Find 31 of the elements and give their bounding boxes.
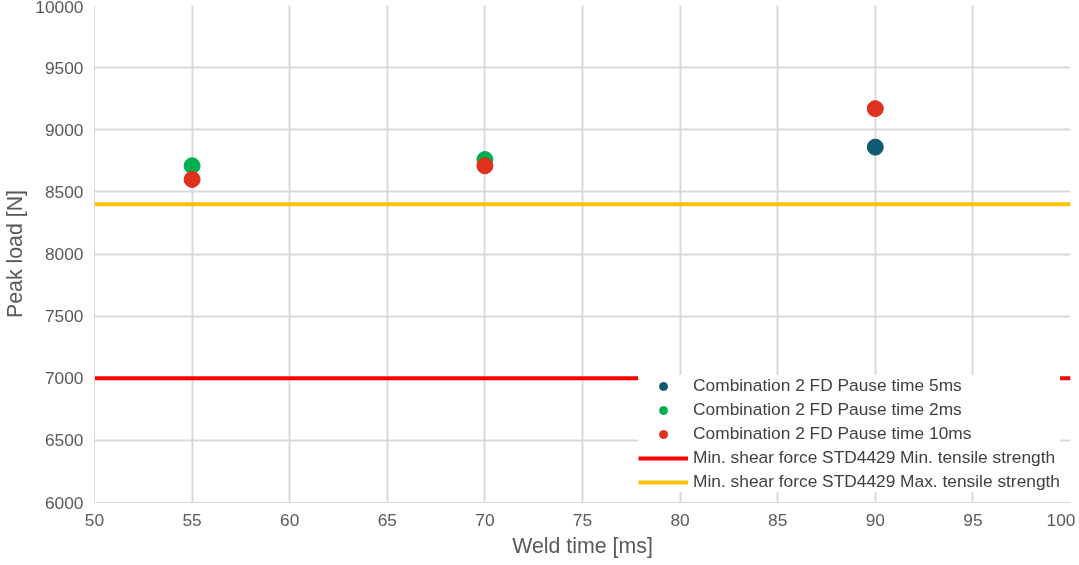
point [866, 100, 884, 118]
legend-label: Combination 2 FD Pause time 10ms [693, 423, 972, 444]
x-tick-label: 80 [670, 509, 690, 530]
y-tick-label: 6000 [44, 492, 84, 513]
x-tick-label: 60 [280, 509, 300, 530]
x-tick-label: 50 [84, 509, 105, 530]
legend-label: Min. shear force STD4429 Max. tensile strength [693, 471, 1060, 492]
y-axis-title: Peak load [N] [3, 189, 28, 319]
legend-label: Min. shear force STD4429 Min. tensile strength [693, 447, 1056, 468]
point [476, 157, 494, 175]
y-tick-label: 8500 [44, 181, 84, 202]
y-tick-label: 8000 [44, 244, 84, 264]
x-axis-title: Weld time [ms] [512, 533, 653, 558]
y-tick-label: 10000 [35, 0, 84, 17]
point [183, 170, 201, 188]
x-tick-label: 90 [865, 509, 885, 530]
x-tick-label: 55 [182, 509, 202, 530]
y-tick-label: 7500 [44, 306, 84, 327]
x-tick-label: 70 [475, 509, 495, 530]
y-tick-label: 6500 [44, 430, 84, 451]
point [866, 138, 884, 156]
x-tick-label: 75 [572, 509, 593, 530]
y-tick-label: 9500 [44, 57, 84, 78]
x-tick-label: 95 [963, 509, 983, 530]
x-tick-label: 100 [1046, 509, 1076, 530]
y-tick-label: 9000 [44, 119, 84, 140]
x-tick-label: 85 [768, 509, 788, 530]
y-tick-label: 7000 [44, 368, 84, 389]
x-tick-label: 65 [377, 509, 397, 530]
legend-label: Combination 2 FD Pause time 2ms [693, 399, 962, 420]
legend-label: Combination 2 FD Pause time 5ms [693, 375, 962, 396]
